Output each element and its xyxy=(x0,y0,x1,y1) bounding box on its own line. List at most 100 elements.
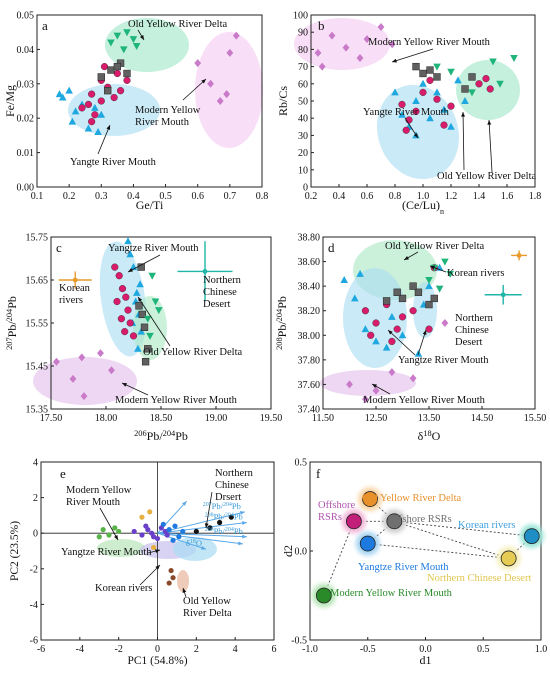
panel-a-annotation: Old Yellow River Delta xyxy=(128,19,228,30)
panel-c-point xyxy=(144,345,152,353)
panel-d-point xyxy=(393,288,401,296)
panel-b-point xyxy=(433,88,441,96)
panel-d-annotation: Northern xyxy=(455,313,494,324)
panel-c-annotation: Modern Yellow River Mouth xyxy=(115,395,238,406)
panel-c-point xyxy=(124,306,132,314)
panel-f-ytick-label: -0.5 xyxy=(291,636,307,647)
panel-f-xtick-label: -0.5 xyxy=(360,644,376,655)
panel-a-point xyxy=(113,69,121,78)
panel-b-annotation: Old Yellow River Delta xyxy=(437,171,537,182)
panel-e-loading-label: 207Pb/204Pb xyxy=(203,501,241,511)
panel-c-point xyxy=(115,272,123,280)
panel-a-letter: a xyxy=(42,18,48,33)
panel-a-point xyxy=(113,62,122,71)
panel-c-point xyxy=(113,297,121,306)
panel-d-point xyxy=(425,277,433,284)
panel-c-point xyxy=(129,332,138,340)
panel-b-arrow xyxy=(462,111,465,171)
panel-d-point xyxy=(446,270,454,278)
panel-d-point xyxy=(398,313,407,321)
panel-c-ytick-label: 15.65 xyxy=(26,276,49,287)
panel-e-annotation: Northern xyxy=(215,468,254,479)
panel-e-loading-arrowhead xyxy=(182,501,187,506)
panel-c-point xyxy=(144,315,152,323)
panel-b-letter: b xyxy=(318,18,325,33)
panel-c-annotation: Desert xyxy=(203,299,230,310)
panel-b-point xyxy=(391,88,399,96)
panel-d-ytick-label: 38.20 xyxy=(298,306,321,317)
panel-c-xtick-label: 17.50 xyxy=(40,413,63,424)
panel-b-arrow-head xyxy=(487,120,492,125)
panel-d-annotation: Desert xyxy=(455,337,482,348)
panel-a-xtick-label: 0.4 xyxy=(127,191,140,202)
panel-a-point xyxy=(129,36,138,44)
panel-f-xtick-label: 1.0 xyxy=(535,644,548,655)
panel-c-ytick-label: 15.75 xyxy=(26,233,49,244)
panel-c-arrow-head xyxy=(138,297,143,302)
panel-a-xlabel: Ge/Ti xyxy=(136,198,164,212)
panel-a-point xyxy=(223,90,231,99)
panel-c-point xyxy=(69,374,77,383)
panel-a-annotation: River Mouth xyxy=(135,117,190,128)
panel-d-point xyxy=(388,337,396,346)
panel-c-point xyxy=(133,288,141,296)
panel-c-xtick-label: 18.00 xyxy=(95,413,118,424)
panel-b-point xyxy=(419,79,427,87)
panel-a-point xyxy=(84,100,93,109)
panel-e-letter: e xyxy=(60,466,66,481)
panel-c-point xyxy=(126,250,134,258)
panel-c-xtick-label: 18.50 xyxy=(150,413,173,424)
panel-b-annotation: Yangte River Mouth xyxy=(363,107,450,118)
panel-e-point xyxy=(168,567,174,574)
panel-d-point xyxy=(398,331,407,339)
panel-d-xtick-label: 14.50 xyxy=(471,413,494,424)
panel-b-xtick-label: 1.4 xyxy=(473,191,486,202)
panel-f-link xyxy=(367,543,509,559)
panel-a-arrow-head xyxy=(201,79,206,84)
panel-e-point xyxy=(228,514,234,520)
panel-d-annotation: Modern Yellow River Mouth xyxy=(363,395,486,406)
panel-a-point xyxy=(97,110,106,118)
panel-e-point xyxy=(172,523,178,529)
panel-a-point xyxy=(100,62,109,71)
panel-b-xlabel: (Ce/Lu)n xyxy=(402,198,444,216)
panel-a-xtick-label: 0.1 xyxy=(31,191,44,202)
panel-b-annotation: Modern Yellow River Mouth xyxy=(368,37,491,48)
panel-f-ytick-label: 0.5 xyxy=(295,458,308,469)
panel-d-point xyxy=(388,368,396,377)
panel-d-xtick-label: 11.50 xyxy=(312,413,334,424)
panel-a-point xyxy=(123,69,131,78)
panel-e-point xyxy=(143,523,149,529)
panel-f-xtick-label: 0.5 xyxy=(477,644,490,655)
panel-b-point xyxy=(328,31,336,40)
panel-d-point xyxy=(393,325,401,333)
panel-f-node-label: Old Yellow River Delta xyxy=(362,493,462,504)
panel-b-point xyxy=(363,35,371,44)
panel-f-xlabel: d1 xyxy=(420,653,432,667)
panel-a-regions xyxy=(68,18,263,148)
panel-e-loading-arrow xyxy=(157,522,247,534)
panel-c-point xyxy=(134,344,142,352)
panel-f-node xyxy=(315,587,332,604)
panel-b-point xyxy=(398,100,406,109)
panel-e-xtick-label: -4 xyxy=(76,644,84,655)
panel-e-point xyxy=(151,534,157,540)
panel-e-loading-arrowhead xyxy=(238,541,243,546)
panel-d-annotation: Chinese xyxy=(455,325,489,336)
panel-b-xtick-label: 1.6 xyxy=(501,191,514,202)
panel-f-node-label: RSRs xyxy=(318,512,342,523)
panel-e-annotation: Chinese xyxy=(215,480,249,491)
panel-b-point xyxy=(318,62,326,71)
panel-b-point xyxy=(496,80,504,88)
panel-e-point xyxy=(147,509,153,515)
panel-d-point xyxy=(414,288,423,296)
panel-f-ylabel: d2 xyxy=(281,545,295,557)
panel-b-ytick-label: 10 xyxy=(298,165,308,176)
panel-c-point xyxy=(53,357,60,366)
panel-c-point xyxy=(148,272,156,280)
panel-a-frame xyxy=(36,14,263,188)
panel-c-error-center xyxy=(72,277,78,283)
panel-d-point xyxy=(425,300,433,309)
panel-e-xtick-label: 2 xyxy=(194,644,199,655)
panel-b-arrow-head xyxy=(413,133,418,138)
